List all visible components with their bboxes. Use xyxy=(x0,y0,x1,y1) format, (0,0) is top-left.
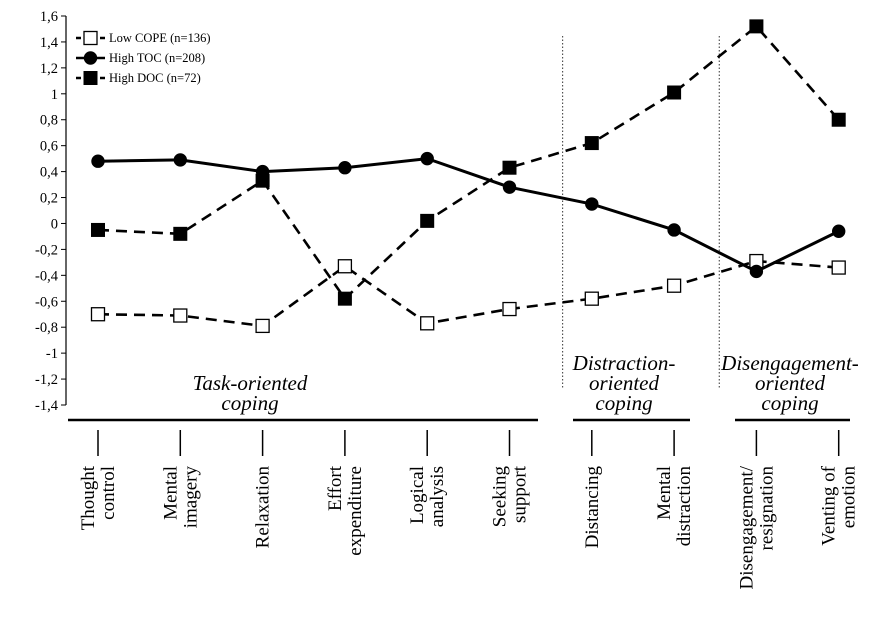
series-marker xyxy=(255,173,270,188)
series-marker xyxy=(832,224,846,238)
category-label: Disengagement/ xyxy=(736,465,757,589)
y-tick-label: 0,6 xyxy=(40,139,58,155)
series-marker xyxy=(585,197,599,211)
series-marker xyxy=(502,180,517,194)
series-marker xyxy=(91,154,105,168)
series-marker xyxy=(749,264,764,279)
series-marker xyxy=(338,161,352,175)
series-line xyxy=(97,24,840,301)
category-label: distraction xyxy=(674,466,695,547)
y-tick-label: 0,2 xyxy=(40,191,58,207)
group-label: Task-oriented xyxy=(193,371,308,395)
category-label: support xyxy=(510,465,531,523)
series-marker xyxy=(749,19,764,34)
legend-entry: Low COPE (n=136) xyxy=(109,31,211,45)
series-marker xyxy=(502,301,517,317)
category-label: analysis xyxy=(427,466,448,527)
category-label: emotion xyxy=(839,466,860,529)
category-label: expenditure xyxy=(345,466,366,556)
y-tick-label: -0,2 xyxy=(35,242,58,258)
y-tick-label: 0,4 xyxy=(40,165,59,181)
y-tick-label: 0 xyxy=(51,216,58,232)
series-marker xyxy=(337,259,353,274)
category-label: Venting of xyxy=(819,465,840,545)
category-label: Relaxation xyxy=(253,466,274,549)
series-marker xyxy=(420,316,435,331)
group-label: Disengagement- xyxy=(720,351,859,375)
series-marker xyxy=(667,223,681,237)
series-marker xyxy=(173,226,188,241)
legend-swatch-marker xyxy=(83,30,98,46)
legend-swatch-marker xyxy=(83,71,98,85)
series-marker xyxy=(666,278,682,293)
y-tick-label: 0,8 xyxy=(40,113,58,129)
y-tick-label: -0,6 xyxy=(35,294,58,310)
legend-entry: High TOC (n=208) xyxy=(109,51,205,65)
group-label: coping xyxy=(761,391,818,415)
y-tick-label: 1,4 xyxy=(40,35,59,51)
group-label: oriented xyxy=(755,371,825,395)
series-marker xyxy=(667,85,682,100)
y-tick-label: -1,4 xyxy=(35,398,59,414)
category-label: Seeking xyxy=(490,466,511,528)
y-tick-label: 1,2 xyxy=(40,61,58,77)
series-line xyxy=(97,259,839,328)
series-marker xyxy=(173,308,188,323)
group-label: coping xyxy=(221,391,278,415)
series-marker xyxy=(584,291,599,306)
y-tick-label: 1,6 xyxy=(40,9,58,25)
group-label: oriented xyxy=(589,371,659,395)
series-marker xyxy=(584,136,599,151)
series-marker xyxy=(255,318,270,334)
y-tick-label: -1 xyxy=(46,346,58,362)
series-marker xyxy=(831,260,846,275)
group-label: Distraction- xyxy=(572,351,676,375)
y-tick-label: -1,2 xyxy=(35,372,58,388)
category-label: resignation xyxy=(756,466,777,551)
category-label: Thought xyxy=(78,465,99,530)
category-label: Effort xyxy=(325,465,346,511)
category-label: Mental xyxy=(654,466,675,520)
category-label: control xyxy=(98,466,119,520)
y-tick-label: 1 xyxy=(51,87,58,103)
series-marker xyxy=(337,291,352,306)
y-tick-label: -0,8 xyxy=(35,320,58,336)
series-marker xyxy=(173,153,188,167)
category-label: Distancing xyxy=(582,466,603,549)
series-line xyxy=(97,157,840,274)
series-marker xyxy=(90,307,106,322)
category-label: Mental xyxy=(160,466,181,520)
legend-swatch-marker xyxy=(83,51,98,65)
series-marker xyxy=(420,151,434,166)
group-label: coping xyxy=(595,391,652,415)
series-marker xyxy=(420,213,435,228)
series-marker xyxy=(831,112,846,127)
legend-entry: High DOC (n=72) xyxy=(109,71,201,85)
y-tick-label: -0,4 xyxy=(35,268,59,284)
category-label: imagery xyxy=(180,466,201,529)
series-marker xyxy=(91,222,105,237)
series-marker xyxy=(502,160,517,175)
category-label: Logical xyxy=(407,466,428,524)
